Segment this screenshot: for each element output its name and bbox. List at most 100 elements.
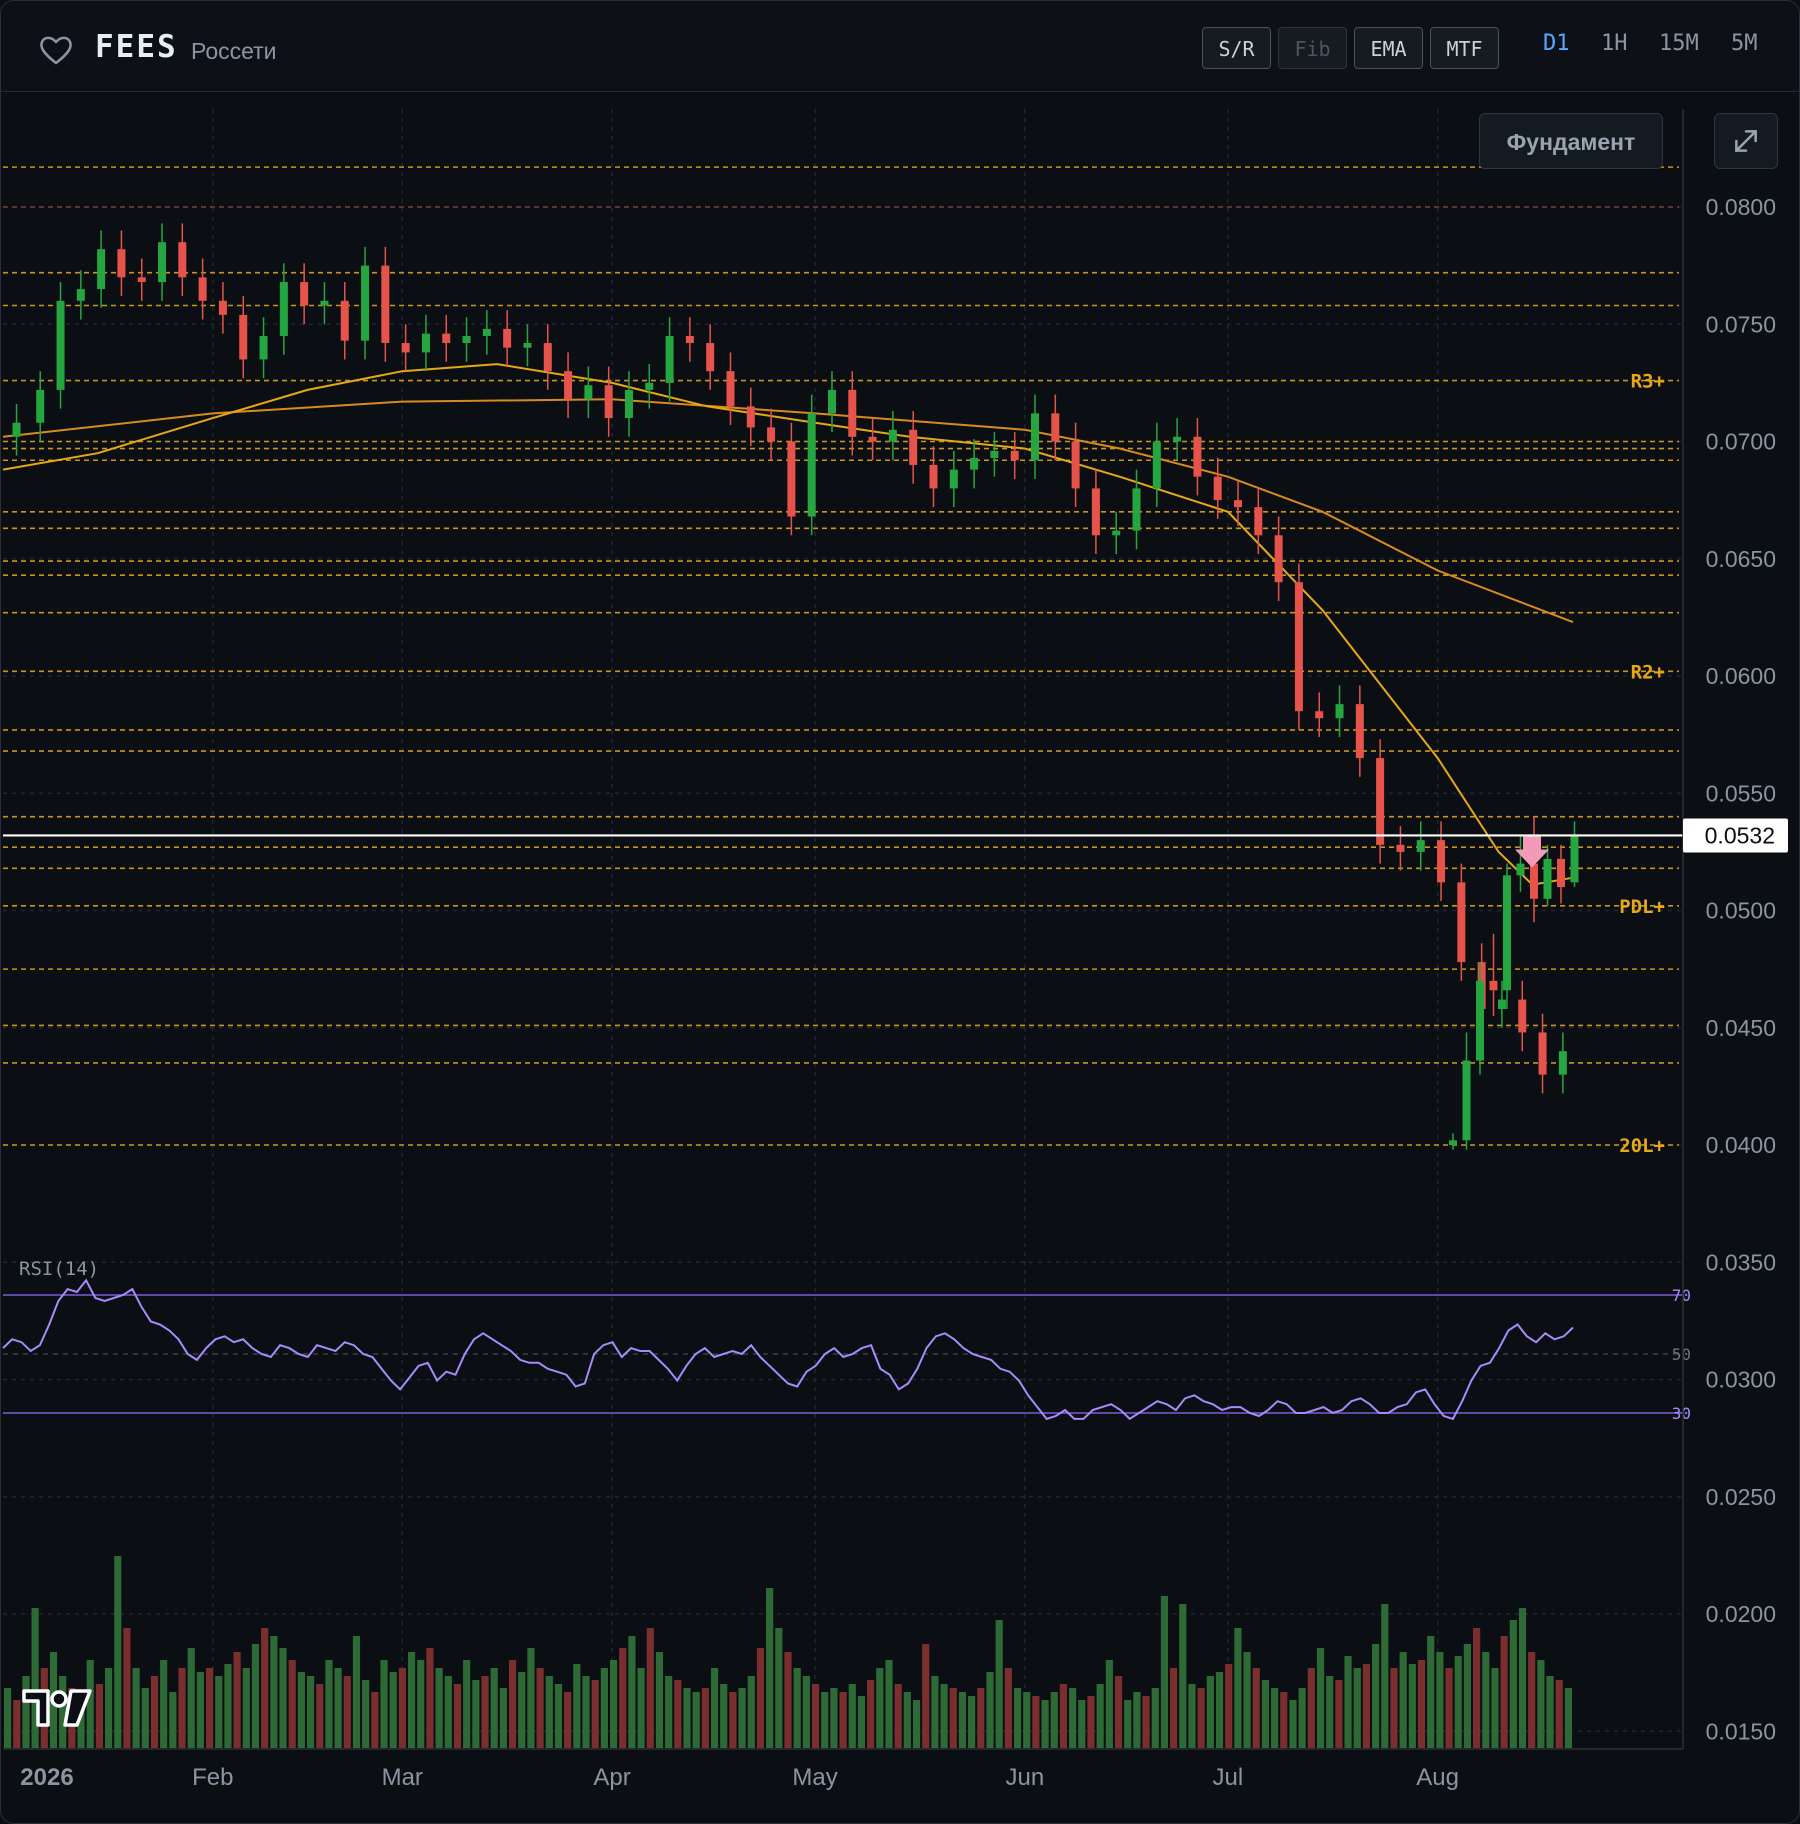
candle-body[interactable] xyxy=(929,464,938,489)
timeframe-5m[interactable]: 5M xyxy=(1731,31,1758,56)
candle-body[interactable] xyxy=(381,265,390,344)
candle-body[interactable] xyxy=(1497,999,1506,1009)
candle-body[interactable] xyxy=(1416,840,1425,852)
candle-body[interactable] xyxy=(401,343,410,353)
candle-body[interactable] xyxy=(868,436,877,442)
candle-body[interactable] xyxy=(827,389,836,414)
candle-body[interactable] xyxy=(685,335,694,344)
timeframe-1h[interactable]: 1H xyxy=(1601,31,1628,56)
candle-body[interactable] xyxy=(1254,507,1263,536)
candle-body[interactable] xyxy=(1152,441,1161,489)
sell-signal-arrow-icon[interactable] xyxy=(1515,835,1549,868)
candle-body[interactable] xyxy=(604,385,613,419)
candle-body[interactable] xyxy=(624,389,633,419)
candle-body[interactable] xyxy=(767,427,776,442)
candle-body[interactable] xyxy=(442,333,451,344)
candle-body[interactable] xyxy=(1558,1051,1567,1075)
candle-body[interactable] xyxy=(1193,436,1202,477)
candle-body[interactable] xyxy=(1557,858,1565,888)
fundamentals-button[interactable]: Фундамент xyxy=(1479,113,1663,169)
candle-body[interactable] xyxy=(1335,704,1344,719)
candle-body[interactable] xyxy=(787,441,796,517)
candle-body[interactable] xyxy=(888,429,897,442)
candle-body[interactable] xyxy=(1132,488,1141,531)
candle-body[interactable] xyxy=(56,300,65,390)
candle-body[interactable] xyxy=(97,249,106,290)
timeframe-d1[interactable]: D1 xyxy=(1543,31,1570,56)
candle-body[interactable] xyxy=(564,371,573,400)
last-price-badge[interactable] xyxy=(1683,818,1788,853)
candle-body[interactable] xyxy=(1396,844,1405,852)
candle-body[interactable] xyxy=(543,343,552,372)
candle-body[interactable] xyxy=(807,413,816,517)
candle-body[interactable] xyxy=(340,300,349,341)
candle-body[interactable] xyxy=(1462,1060,1471,1141)
candle-body[interactable] xyxy=(361,265,370,341)
candle-body[interactable] xyxy=(1031,413,1040,461)
candle-body[interactable] xyxy=(300,282,309,306)
candle-body[interactable] xyxy=(584,385,593,400)
sr-toggle-button[interactable]: S/R xyxy=(1202,27,1271,69)
candle-body[interactable] xyxy=(1570,835,1579,883)
candle-body[interactable] xyxy=(909,429,918,465)
candle-body[interactable] xyxy=(198,277,207,301)
candle-body[interactable] xyxy=(970,457,979,470)
candle-body[interactable] xyxy=(1294,582,1303,712)
candle-body[interactable] xyxy=(1213,476,1222,501)
candle-body[interactable] xyxy=(1489,980,1498,991)
candle-body[interactable] xyxy=(1376,758,1385,845)
candle-body[interactable] xyxy=(76,289,85,301)
rsi-line[interactable] xyxy=(2,1278,1574,1421)
candle-body[interactable] xyxy=(706,343,715,372)
candle-body[interactable] xyxy=(848,389,857,437)
candle-body[interactable] xyxy=(1503,875,1511,991)
candle-body[interactable] xyxy=(645,382,654,390)
candle-body[interactable] xyxy=(1457,882,1466,963)
candle-body[interactable] xyxy=(746,406,755,428)
candle-body[interactable] xyxy=(1543,858,1552,899)
ema-toggle-button[interactable]: EMA xyxy=(1354,27,1423,69)
candle-body[interactable] xyxy=(1173,436,1182,442)
candle-body[interactable] xyxy=(1530,863,1538,899)
candle-body[interactable] xyxy=(726,371,735,407)
candle-body[interactable] xyxy=(158,242,167,283)
timeframe-15m[interactable]: 15M xyxy=(1659,31,1699,56)
candle-body[interactable] xyxy=(1010,450,1019,461)
candle-body[interactable] xyxy=(1437,840,1446,883)
candle-body[interactable] xyxy=(320,300,329,306)
candle-body[interactable] xyxy=(990,450,999,458)
candle-body[interactable] xyxy=(1538,1032,1547,1075)
candle-body[interactable] xyxy=(1476,980,1484,1061)
expand-button[interactable] xyxy=(1714,113,1778,169)
mtf-toggle-button[interactable]: MTF xyxy=(1430,27,1499,69)
candle-body[interactable] xyxy=(1449,1140,1457,1145)
candle-body[interactable] xyxy=(259,335,268,360)
candle-body[interactable] xyxy=(12,422,21,437)
fib-toggle-button[interactable]: Fib xyxy=(1278,27,1347,69)
candle-body[interactable] xyxy=(117,249,126,278)
candle-body[interactable] xyxy=(1355,704,1364,759)
candle-body[interactable] xyxy=(462,335,471,344)
plot-area[interactable] xyxy=(3,109,1683,1749)
candle-body[interactable] xyxy=(279,282,288,336)
candle-body[interactable] xyxy=(421,333,430,353)
candle-body[interactable] xyxy=(137,277,146,283)
candle-body[interactable] xyxy=(1234,500,1243,508)
candle-body[interactable] xyxy=(1274,535,1283,583)
candle-body[interactable] xyxy=(1051,413,1060,442)
candle-body[interactable] xyxy=(1112,530,1121,536)
candle-body[interactable] xyxy=(503,328,512,348)
candle-body[interactable] xyxy=(1516,863,1525,876)
heart-icon[interactable] xyxy=(39,35,73,65)
candle-body[interactable] xyxy=(239,314,248,360)
candle-body[interactable] xyxy=(218,300,227,315)
candle-body[interactable] xyxy=(1091,488,1100,536)
candle-body[interactable] xyxy=(1518,999,1527,1033)
candle-body[interactable] xyxy=(1315,711,1324,719)
candle-body[interactable] xyxy=(178,242,187,278)
candle-body[interactable] xyxy=(482,328,491,336)
candle-body[interactable] xyxy=(949,469,958,489)
candle-body[interactable] xyxy=(1071,441,1080,489)
candle-body[interactable] xyxy=(523,343,532,348)
